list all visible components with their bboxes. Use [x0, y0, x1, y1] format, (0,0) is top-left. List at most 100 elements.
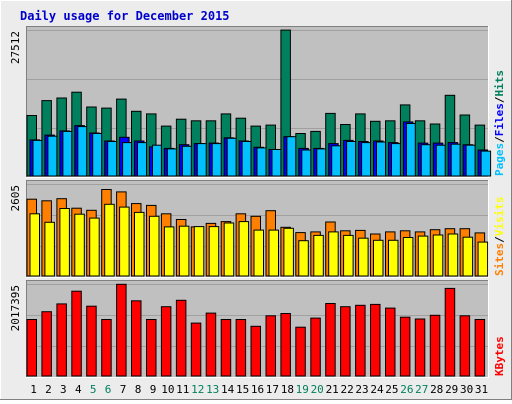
- bar-kbytes-day-22: [340, 306, 351, 377]
- panel-kbytes: 2017395 KBytes: [9, 280, 506, 378]
- bar-visits-day-30: [462, 236, 474, 277]
- bar-kbytes-day-3: [56, 303, 67, 377]
- x-tick-label-day-4: 4: [75, 383, 82, 396]
- bar-kbytes-day-28: [429, 314, 441, 377]
- bar-visits-day-16: [253, 229, 264, 277]
- y-axis-max-label: 2017395: [9, 285, 22, 331]
- bar-visits-day-2: [44, 221, 55, 277]
- legend-entry: /: [493, 96, 506, 103]
- bar-visits-day-21: [328, 231, 339, 277]
- bar-kbytes-day-16: [250, 325, 261, 377]
- x-axis-labels: 1 2 3 4 5 6 7 8 9 10 11 12 13 14 15 16 17 18 19 20 21 22 23 24 2…: [30, 383, 488, 396]
- x-tick-label-day-15: 15: [236, 383, 249, 396]
- bar-kbytes-day-1: [26, 319, 37, 377]
- bar-pages-day-16: [256, 147, 267, 177]
- bar-visits-day-12: [193, 226, 205, 277]
- bar-pages-day-15: [241, 141, 253, 177]
- bar-kbytes-day-10: [160, 306, 172, 377]
- legend: Sites/Visits: [493, 197, 506, 277]
- x-tick-label-day-18: 18: [281, 383, 294, 396]
- y-axis-max-label: 27512: [9, 31, 22, 64]
- bar-pages-day-14: [226, 137, 238, 177]
- x-tick-label-day-12: 12: [191, 383, 204, 396]
- bar-kbytes-day-15: [235, 319, 247, 377]
- bar-pages-day-29: [450, 143, 462, 177]
- bar-pages-day-23: [361, 142, 372, 177]
- bar-kbytes-day-30: [459, 315, 471, 377]
- bar-kbytes-day-8: [131, 300, 142, 377]
- legend-entry: Visits: [493, 197, 506, 237]
- legend-entry: Files: [493, 103, 506, 136]
- bar-kbytes-day-18: [280, 313, 291, 377]
- bar-pages-day-6: [107, 141, 118, 177]
- bar-kbytes-day-9: [146, 319, 157, 377]
- bar-pages-day-5: [92, 133, 103, 177]
- x-tick-label-day-2: 2: [45, 383, 52, 396]
- bar-kbytes-day-23: [355, 304, 366, 377]
- legend-entry: KBytes: [493, 336, 506, 376]
- bar-visits-day-22: [343, 234, 354, 277]
- legend-entry: Hits: [493, 70, 506, 97]
- bar-visits-day-1: [29, 213, 40, 277]
- panel-sites-visits: 2605 Sites/Visits: [9, 180, 506, 278]
- bar-pages-day-17: [271, 149, 282, 177]
- bar-visits-day-19: [298, 240, 309, 277]
- x-tick-label-day-11: 11: [176, 383, 189, 396]
- bar-pages-day-30: [465, 144, 477, 177]
- legend: Pages/Files/Hits: [493, 70, 506, 176]
- bar-visits-day-29: [447, 233, 459, 277]
- bar-pages-day-18: [286, 136, 297, 177]
- bar-pages-day-13: [211, 143, 223, 177]
- bar-kbytes-day-29: [444, 287, 456, 377]
- bar-pages-day-8: [137, 142, 148, 177]
- x-tick-label-day-3: 3: [60, 383, 67, 396]
- bar-visits-day-24: [373, 239, 384, 277]
- x-tick-label-day-21: 21: [326, 383, 339, 396]
- x-tick-label-day-28: 28: [430, 383, 443, 396]
- bar-kbytes-day-20: [310, 317, 321, 377]
- bar-visits-day-14: [223, 222, 235, 277]
- x-tick-label-day-16: 16: [251, 383, 264, 396]
- bar-kbytes-day-5: [86, 305, 97, 377]
- bar-visits-day-6: [104, 203, 115, 277]
- legend-entry: Pages: [493, 143, 506, 176]
- bar-pages-day-1: [32, 139, 43, 177]
- x-tick-label-day-13: 13: [206, 383, 219, 396]
- bar-kbytes-day-21: [325, 303, 336, 377]
- bar-pages-day-9: [152, 144, 163, 177]
- legend: KBytes: [493, 336, 506, 376]
- bar-pages-day-7: [122, 142, 133, 177]
- bar-kbytes-day-13: [205, 312, 217, 377]
- x-tick-label-day-14: 14: [221, 383, 235, 396]
- x-tick-label-day-24: 24: [370, 383, 384, 396]
- bar-visits-day-13: [208, 226, 220, 277]
- bar-kbytes-day-7: [116, 283, 127, 377]
- bar-pages-day-12: [196, 143, 208, 177]
- bar-pages-day-22: [346, 141, 357, 177]
- x-tick-label-day-17: 17: [266, 383, 279, 396]
- bar-kbytes-day-31: [474, 319, 486, 377]
- bar-kbytes-day-4: [71, 290, 82, 377]
- bar-visits-day-10: [163, 226, 175, 277]
- x-tick-label-day-5: 5: [90, 383, 97, 396]
- bar-pages-day-10: [166, 148, 178, 177]
- bar-visits-day-8: [134, 211, 145, 277]
- bar-kbytes-day-19: [295, 326, 306, 377]
- bar-kbytes-day-6: [101, 319, 112, 377]
- bar-pages-day-25: [391, 143, 402, 177]
- x-tick-label-day-10: 10: [161, 383, 174, 396]
- bar-visits-day-20: [313, 234, 324, 277]
- bar-visits-day-18: [283, 227, 294, 277]
- bar-visits-day-31: [477, 241, 489, 277]
- bar-visits-day-4: [74, 213, 85, 277]
- x-tick-label-day-26: 26: [400, 383, 413, 396]
- x-tick-label-day-1: 1: [30, 383, 37, 396]
- bar-kbytes-day-11: [175, 299, 187, 377]
- legend-entry: /: [493, 136, 506, 143]
- y-axis-max-label: 2605: [9, 185, 22, 212]
- chart-panels: 27512Pages/Files/Hits2605Sites/Visits201…: [9, 26, 506, 378]
- bar-visits-day-27: [417, 235, 429, 277]
